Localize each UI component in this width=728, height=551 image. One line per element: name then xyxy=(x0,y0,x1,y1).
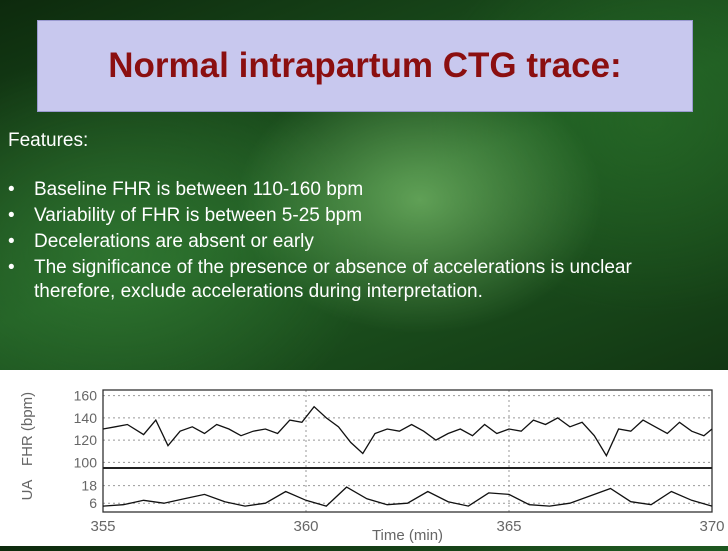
fhr-tick-label: 100 xyxy=(74,454,98,470)
x-tick-label: 360 xyxy=(293,518,318,535)
bullet-text: The significance of the presence or abse… xyxy=(34,257,632,302)
bullet-item: • Decelerations are absent or early xyxy=(8,230,658,254)
x-tick-label: 365 xyxy=(496,518,521,535)
bullet-item: • Variability of FHR is between 5-25 bpm xyxy=(8,204,658,228)
ctg-trace-figure: 160 140 120 100 18 6 355 360 365 370 Time (min) FHR… xyxy=(0,370,728,546)
bullet-glyph: • xyxy=(8,257,15,278)
title-box: Normal intrapartum CTG trace: xyxy=(37,20,693,112)
slide-title: Normal intrapartum CTG trace: xyxy=(108,46,622,85)
ua-series-line xyxy=(102,486,713,507)
x-axis-label: Time (min) xyxy=(372,527,443,544)
bullet-glyph: • xyxy=(8,231,15,252)
bullet-text: Variability of FHR is between 5-25 bpm xyxy=(34,205,363,226)
x-tick-label: 370 xyxy=(699,518,724,535)
plot-frame xyxy=(102,389,713,513)
fhr-axis-label: FHR (bpm) xyxy=(19,392,36,466)
bullet-glyph: • xyxy=(8,205,15,226)
bullet-text: Baseline FHR is between 110-160 bpm xyxy=(34,179,364,200)
fhr-series-line xyxy=(102,405,713,458)
ua-axis-label: UA xyxy=(19,480,36,501)
ua-tick-label: 18 xyxy=(81,478,97,494)
bullet-glyph: • xyxy=(8,179,15,200)
x-tick-label: 355 xyxy=(90,518,115,535)
ctg-chart: 160 140 120 100 186 355 360 365 370 Time (min) FHR… xyxy=(19,388,725,544)
fhr-tick-label: 120 xyxy=(74,432,98,448)
ua-tick-label: 6 xyxy=(89,495,97,511)
fhr-tick-label: 140 xyxy=(74,410,98,426)
bullet-list: • Baseline FHR is between 110-160 bpm • Va… xyxy=(8,178,658,306)
fhr-tick-label: 160 xyxy=(74,388,98,404)
bullet-item: • Baseline FHR is between 110-160 bpm xyxy=(8,178,658,202)
features-label: Features: xyxy=(8,130,89,151)
bullet-text: Decelerations are absent or early xyxy=(34,231,314,252)
bullet-item: • The significance of the presence or abs… xyxy=(8,256,658,304)
